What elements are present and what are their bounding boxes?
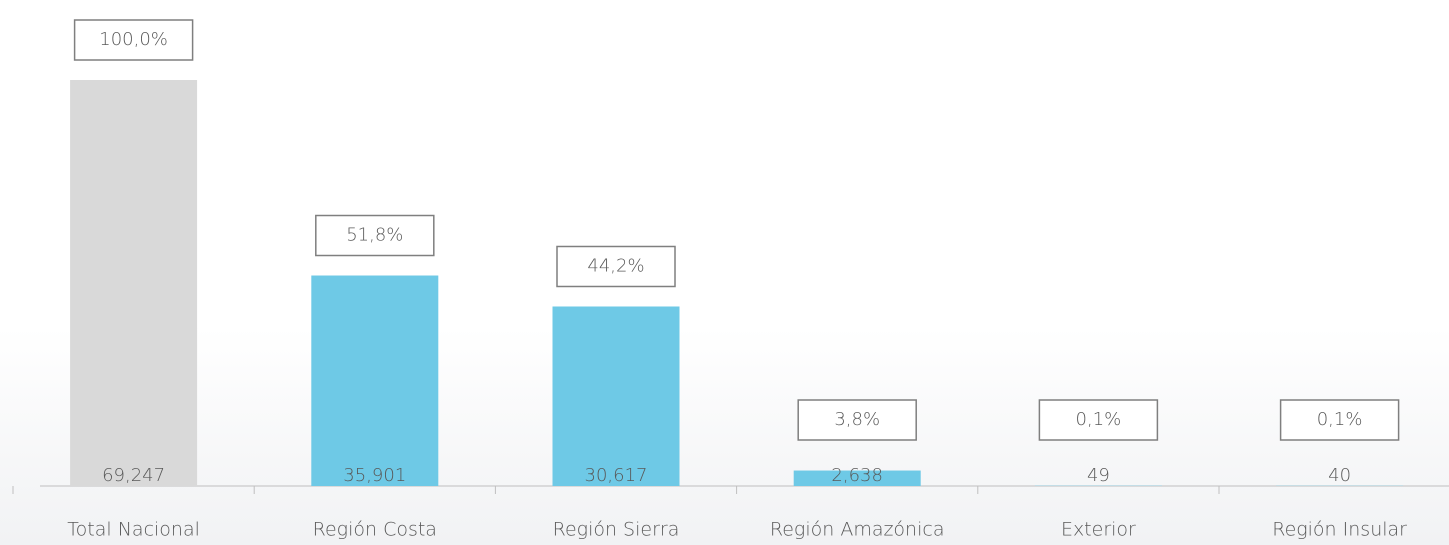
x-tick-label: Exterior [1061, 519, 1136, 541]
bar [70, 80, 198, 486]
share-box [73, 19, 194, 61]
bar [552, 306, 680, 486]
value-label: 30,617 [585, 465, 648, 486]
x-tick-label: Región Sierra [553, 519, 680, 541]
share-label: 3,8% [834, 409, 880, 430]
value-label: 40 [1328, 465, 1351, 486]
value-label: 49 [1087, 465, 1110, 486]
share-box [315, 214, 435, 257]
share-label: 0,1% [1076, 409, 1122, 430]
x-tick-label: Región Amazónica [770, 519, 945, 541]
share-label: 100,0% [99, 29, 168, 50]
x-tick-label: Región Costa [313, 519, 437, 541]
bar [311, 275, 439, 486]
value-label: 35,901 [343, 465, 406, 486]
bar [793, 470, 921, 486]
share-box [1038, 399, 1159, 441]
share-box [556, 245, 676, 288]
share-box [1279, 399, 1400, 441]
share-label: 51,8% [346, 225, 403, 246]
share-box [797, 399, 917, 441]
x-tick-label: Región Insular [1272, 519, 1407, 541]
value-label: 69,247 [102, 465, 165, 486]
share-label: 44,2% [587, 255, 644, 276]
x-tick-label: Total Nacional [67, 519, 200, 541]
share-label: 0,1% [1317, 409, 1363, 430]
value-label: 2,638 [831, 465, 883, 486]
